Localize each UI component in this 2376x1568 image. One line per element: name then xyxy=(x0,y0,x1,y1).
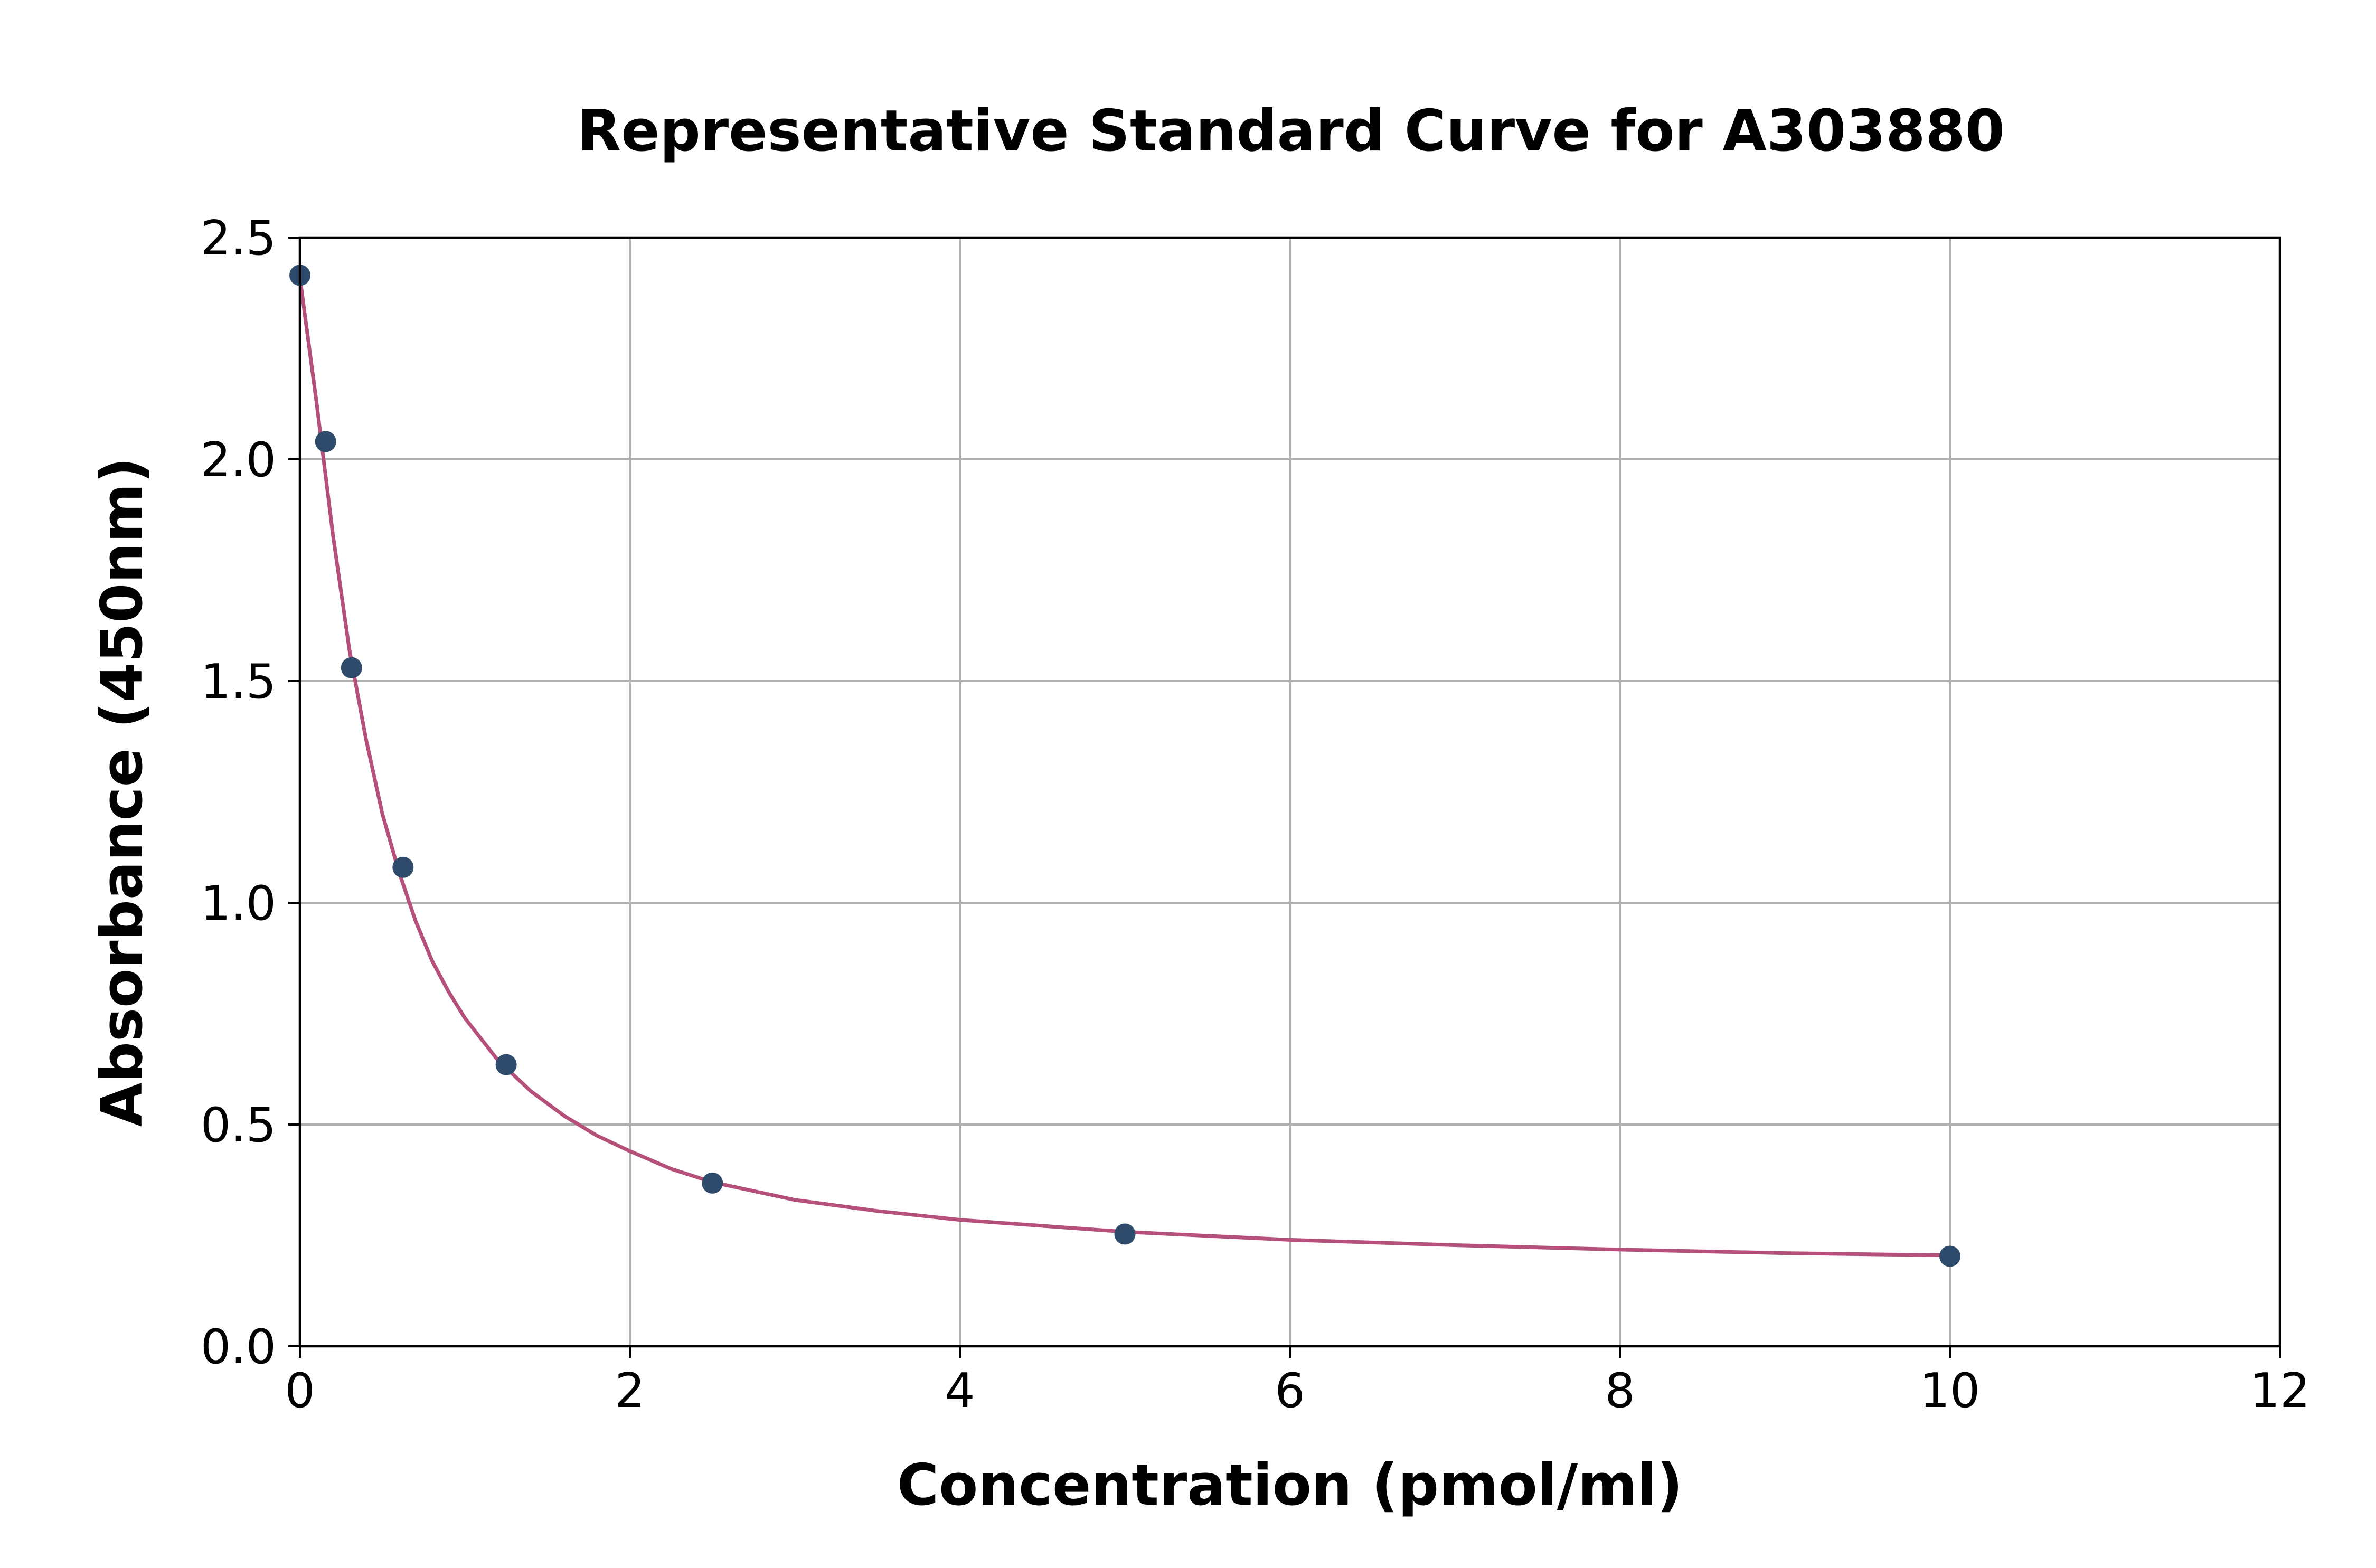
data-point xyxy=(1939,1245,1960,1267)
chart-title: Representative Standard Curve for A30388… xyxy=(577,98,2005,164)
x-tick-label: 8 xyxy=(1605,1363,1635,1419)
y-tick-label: 1.5 xyxy=(201,654,276,710)
data-point xyxy=(702,1172,723,1194)
x-tick-label: 10 xyxy=(1920,1363,1981,1419)
y-tick-label: 0.0 xyxy=(201,1319,276,1375)
y-axis-label: Absorbance (450nm) xyxy=(89,457,155,1127)
x-tick-label: 12 xyxy=(2250,1363,2311,1419)
data-point xyxy=(1114,1223,1136,1245)
data-point xyxy=(495,1054,517,1075)
x-tick-label: 2 xyxy=(615,1363,645,1419)
x-axis-label: Concentration (pmol/ml) xyxy=(897,1452,1683,1518)
y-tick-label: 0.5 xyxy=(201,1098,276,1153)
data-point xyxy=(315,431,336,452)
data-point xyxy=(341,657,362,678)
fit-curve-layer xyxy=(298,276,1952,1258)
y-tick-label: 2.0 xyxy=(201,432,276,488)
data-points-layer xyxy=(289,265,1960,1267)
data-point xyxy=(392,856,414,878)
grid-lines xyxy=(299,237,2281,1347)
plot-frame xyxy=(298,236,2281,1348)
y-tick-label: 1.0 xyxy=(201,876,276,931)
fit-curve-line xyxy=(298,276,1952,1258)
y-tick-label: 2.5 xyxy=(201,211,276,266)
x-tick-label: 6 xyxy=(1275,1363,1305,1419)
x-tick-label: 0 xyxy=(285,1363,315,1419)
axis-ticks: 0 2 4 6 8 10 12 0.0 0.5 1.0 1.5 2.0 2.5 xyxy=(201,211,2310,1419)
x-tick-label: 4 xyxy=(945,1363,975,1419)
